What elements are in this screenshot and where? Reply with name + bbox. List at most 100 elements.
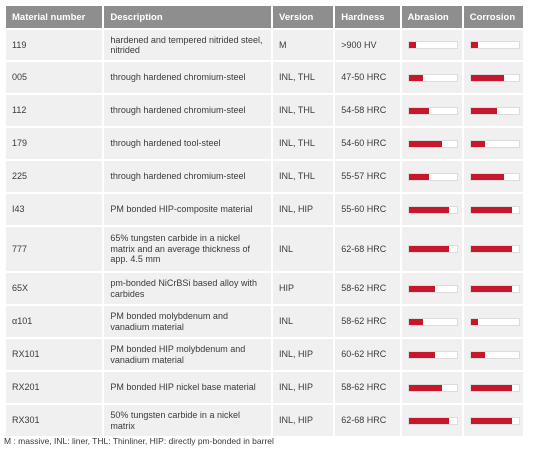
hardness-cell: 47-50 HRC — [335, 62, 400, 93]
abrasion-bar-fill — [408, 417, 450, 424]
abrasion-bar — [407, 106, 458, 115]
table-row: 112 through hardened chromium-steel INL, T… — [6, 95, 523, 126]
corrosion-bar — [469, 245, 520, 253]
hardness-cell: 54-60 HRC — [335, 128, 400, 159]
description-cell: PM bonded HIP nickel base material — [104, 372, 272, 403]
table-row: 225 through hardened chromium-steel INL, T… — [6, 161, 523, 192]
abrasion-bar-fill — [408, 246, 450, 252]
corrosion-cell — [463, 161, 523, 192]
description-cell: hardened and tempered nitrided steel, ni… — [104, 30, 272, 60]
corrosion-bar — [469, 416, 520, 425]
description-cell: pm-bonded NiCrBSi based alloy with carbi… — [104, 273, 272, 304]
description-cell: 50% tungsten carbide in a nickel matrix — [104, 405, 272, 436]
description-cell: PM bonded HIP molybdenum and vanadium ma… — [104, 339, 272, 370]
material-cell: 225 — [6, 161, 103, 192]
corrosion-bar-fill — [470, 318, 478, 325]
materials-table: Material number Description Version Hard… — [4, 4, 525, 438]
table-row: α101 PM bonded molybdenum and vanadium ma… — [6, 306, 523, 337]
version-cell: INL, HIP — [273, 405, 334, 436]
material-cell: 112 — [6, 95, 103, 126]
abrasion-bar — [407, 245, 458, 253]
abrasion-cell — [401, 227, 462, 271]
version-cell: INL — [273, 227, 334, 271]
abrasion-cell — [401, 306, 462, 337]
corrosion-cell — [463, 30, 523, 60]
material-cell: 777 — [6, 227, 103, 271]
abrasion-bar-fill — [408, 173, 429, 180]
abrasion-bar — [407, 317, 458, 326]
header-hardness: Hardness — [335, 6, 400, 28]
description-cell: through hardened chromium-steel — [104, 161, 272, 192]
abrasion-bar-fill — [408, 74, 423, 81]
version-cell: INL, THL — [273, 161, 334, 192]
corrosion-cell — [463, 405, 523, 436]
abrasion-cell — [401, 161, 462, 192]
table-row: 119 hardened and tempered nitrided steel,… — [6, 30, 523, 60]
header-abrasion: Abrasion — [401, 6, 462, 28]
hardness-cell: >900 HV — [335, 30, 400, 60]
abrasion-bar — [407, 73, 458, 82]
version-cell: INL, THL — [273, 95, 334, 126]
table-row: RX101 PM bonded HIP molybdenum and vanadi… — [6, 339, 523, 370]
material-cell: I43 — [6, 194, 103, 225]
description-cell: PM bonded HIP-composite material — [104, 194, 272, 225]
version-cell: INL, HIP — [273, 372, 334, 403]
header-material-number: Material number — [6, 6, 103, 28]
version-cell: INL — [273, 306, 334, 337]
material-cell: α101 — [6, 306, 103, 337]
header-corrosion: Corrosion — [463, 6, 523, 28]
abrasion-cell — [401, 405, 462, 436]
material-cell: 179 — [6, 128, 103, 159]
abrasion-bar-fill — [408, 285, 435, 292]
table-row: I43 PM bonded HIP-composite material INL, … — [6, 194, 523, 225]
abrasion-bar-fill — [408, 42, 416, 48]
version-cell: HIP — [273, 273, 334, 304]
corrosion-bar-fill — [470, 140, 486, 147]
hardness-cell: 62-68 HRC — [335, 227, 400, 271]
corrosion-cell — [463, 339, 523, 370]
corrosion-bar-fill — [470, 246, 512, 252]
table-row: RX201 PM bonded HIP nickel base material I… — [6, 372, 523, 403]
corrosion-cell — [463, 227, 523, 271]
corrosion-bar — [469, 284, 520, 293]
hardness-cell: 54-58 HRC — [335, 95, 400, 126]
corrosion-bar — [469, 172, 520, 181]
description-cell: 65% tungsten carbide in a nickel matrix … — [104, 227, 272, 271]
description-cell: PM bonded molybdenum and vanadium materi… — [104, 306, 272, 337]
description-cell: through hardened chromium-steel — [104, 95, 272, 126]
description-cell: through hardened chromium-steel — [104, 62, 272, 93]
material-cell: RX201 — [6, 372, 103, 403]
abrasion-cell — [401, 30, 462, 60]
material-cell: RX301 — [6, 405, 103, 436]
hardness-cell: 55-60 HRC — [335, 194, 400, 225]
material-cell: 65X — [6, 273, 103, 304]
version-cell: M — [273, 30, 334, 60]
footnote: M : massive, INL: liner, THL: Thinliner,… — [4, 436, 274, 446]
corrosion-bar-fill — [470, 417, 512, 424]
corrosion-cell — [463, 273, 523, 304]
corrosion-bar — [469, 205, 520, 214]
header-version: Version — [273, 6, 334, 28]
version-cell: INL, THL — [273, 62, 334, 93]
corrosion-bar-fill — [470, 107, 498, 114]
hardness-cell: 58-62 HRC — [335, 372, 400, 403]
hardness-cell: 58-62 HRC — [335, 306, 400, 337]
abrasion-cell — [401, 339, 462, 370]
abrasion-cell — [401, 273, 462, 304]
abrasion-cell — [401, 372, 462, 403]
header-description: Description — [104, 6, 272, 28]
material-cell: 119 — [6, 30, 103, 60]
abrasion-bar — [407, 205, 458, 214]
hardness-cell: 58-62 HRC — [335, 273, 400, 304]
abrasion-cell — [401, 95, 462, 126]
corrosion-bar-fill — [470, 206, 512, 213]
material-cell: RX101 — [6, 339, 103, 370]
table-header-row: Material number Description Version Hard… — [6, 6, 523, 28]
abrasion-bar — [407, 416, 458, 425]
corrosion-bar — [469, 41, 520, 49]
corrosion-bar-fill — [470, 173, 505, 180]
abrasion-bar — [407, 139, 458, 148]
abrasion-cell — [401, 62, 462, 93]
material-cell: 005 — [6, 62, 103, 93]
